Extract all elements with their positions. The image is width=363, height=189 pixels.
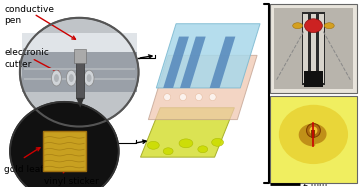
Ellipse shape	[87, 74, 91, 82]
Polygon shape	[156, 24, 260, 88]
Ellipse shape	[324, 23, 334, 29]
Bar	[311, 130, 315, 138]
Bar	[25, 59, 134, 63]
Polygon shape	[210, 36, 235, 88]
Ellipse shape	[180, 94, 187, 101]
Ellipse shape	[84, 70, 94, 86]
Text: conductive
pen: conductive pen	[4, 5, 54, 25]
Ellipse shape	[305, 19, 322, 33]
Bar	[25, 69, 134, 73]
Ellipse shape	[209, 94, 216, 101]
Text: electronic
cutter: electronic cutter	[4, 48, 49, 69]
Ellipse shape	[147, 141, 159, 149]
Text: vinyl sticker: vinyl sticker	[44, 177, 98, 186]
Bar	[22, 33, 136, 52]
Ellipse shape	[198, 146, 208, 153]
Polygon shape	[76, 98, 84, 108]
Ellipse shape	[66, 70, 76, 86]
Bar	[319, 14, 324, 83]
Ellipse shape	[164, 94, 171, 101]
Bar	[303, 14, 308, 83]
Polygon shape	[148, 55, 257, 120]
Polygon shape	[180, 36, 206, 88]
Bar	[25, 79, 134, 83]
Bar	[42, 132, 86, 171]
Bar	[24, 78, 135, 80]
Ellipse shape	[10, 102, 119, 189]
Ellipse shape	[20, 18, 139, 126]
Circle shape	[310, 126, 317, 134]
Ellipse shape	[163, 148, 173, 155]
Ellipse shape	[20, 18, 139, 126]
Bar	[24, 68, 135, 70]
Text: 2 mm: 2 mm	[303, 179, 327, 188]
Bar	[311, 14, 316, 83]
Bar	[270, 96, 357, 183]
Text: gold leaf: gold leaf	[4, 165, 44, 174]
Bar	[270, 4, 357, 93]
Ellipse shape	[212, 138, 224, 146]
Ellipse shape	[279, 105, 348, 164]
Bar	[76, 58, 84, 98]
Bar	[303, 71, 323, 87]
Ellipse shape	[293, 23, 303, 29]
Ellipse shape	[195, 94, 202, 101]
Bar	[74, 49, 86, 63]
Ellipse shape	[69, 74, 74, 82]
Ellipse shape	[52, 70, 61, 86]
Circle shape	[306, 124, 321, 137]
Polygon shape	[163, 36, 189, 88]
Ellipse shape	[54, 74, 59, 82]
Bar	[22, 48, 136, 92]
Ellipse shape	[179, 139, 193, 148]
Polygon shape	[140, 108, 234, 157]
Bar	[302, 12, 325, 85]
Bar	[274, 8, 353, 89]
